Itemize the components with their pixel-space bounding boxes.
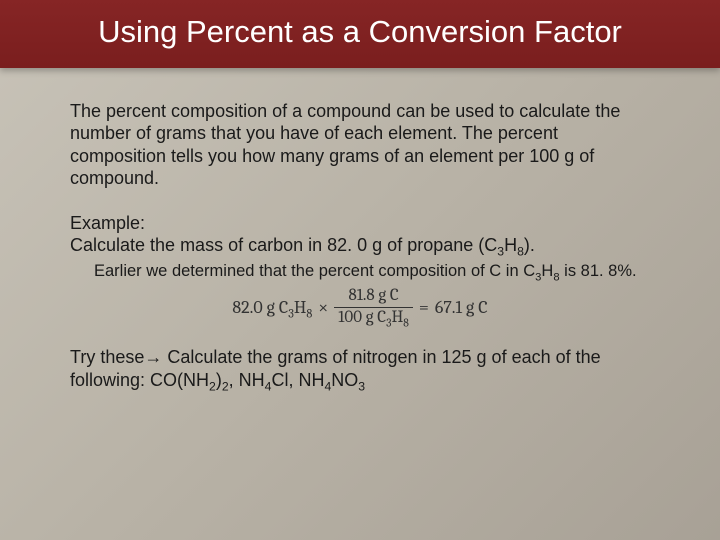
try-f: NO: [331, 370, 358, 390]
eq-den-a: 100 g C: [338, 308, 386, 327]
example-text-a: Calculate the mass of carbon in 82. 0 g …: [70, 235, 497, 255]
eq-lhs-a: 82.0 g C: [232, 297, 288, 318]
equation: 82.0 g C3H8 × 81.8 g C 100 g C3H8 = 67.1…: [232, 287, 487, 327]
eq-denominator: 100 g C3H8: [334, 307, 413, 328]
example-label: Example:: [70, 212, 650, 235]
arrow-icon: →: [144, 347, 162, 367]
title-banner: Using Percent as a Conversion Factor: [0, 0, 720, 68]
slide-content: The percent composition of a compound ca…: [0, 68, 720, 393]
eq-den-b: H: [391, 308, 403, 327]
eq-rhs: 67.1 g C: [435, 297, 488, 318]
example-text-b: H: [504, 235, 517, 255]
try-sub2b: 2: [222, 380, 229, 394]
eq-sub8: 8: [306, 308, 312, 322]
eq-den-sub8: 8: [403, 316, 409, 329]
subnote-c: is 81. 8%.: [560, 262, 637, 280]
eq-times: ×: [318, 297, 328, 318]
intro-paragraph: The percent composition of a compound ca…: [70, 100, 650, 190]
subnote-b: H: [541, 262, 553, 280]
eq-numerator: 81.8 g C: [344, 287, 402, 307]
eq-fraction: 81.8 g C 100 g C3H8: [334, 287, 413, 327]
eq-lhs-b: H: [294, 297, 307, 318]
eq-equals: =: [419, 297, 429, 318]
try-sub2a: 2: [209, 380, 216, 394]
try-e: Cl, NH: [271, 370, 324, 390]
try-a: Try these: [70, 347, 144, 367]
try-d: , NH: [229, 370, 265, 390]
example-text-c: ).: [524, 235, 535, 255]
example-problem: Calculate the mass of carbon in 82. 0 g …: [70, 234, 650, 257]
try-sub3: 3: [358, 380, 365, 394]
eq-lhs: 82.0 g C3H8: [232, 297, 312, 318]
slide-title: Using Percent as a Conversion Factor: [40, 14, 680, 50]
example-subnote: Earlier we determined that the percent c…: [94, 261, 650, 282]
try-these: Try these→ Calculate the grams of nitrog…: [70, 346, 650, 393]
subscript-8: 8: [517, 245, 524, 259]
equation-block: 82.0 g C3H8 × 81.8 g C 100 g C3H8 = 67.1…: [70, 287, 650, 327]
subnote-a: Earlier we determined that the percent c…: [94, 262, 535, 280]
